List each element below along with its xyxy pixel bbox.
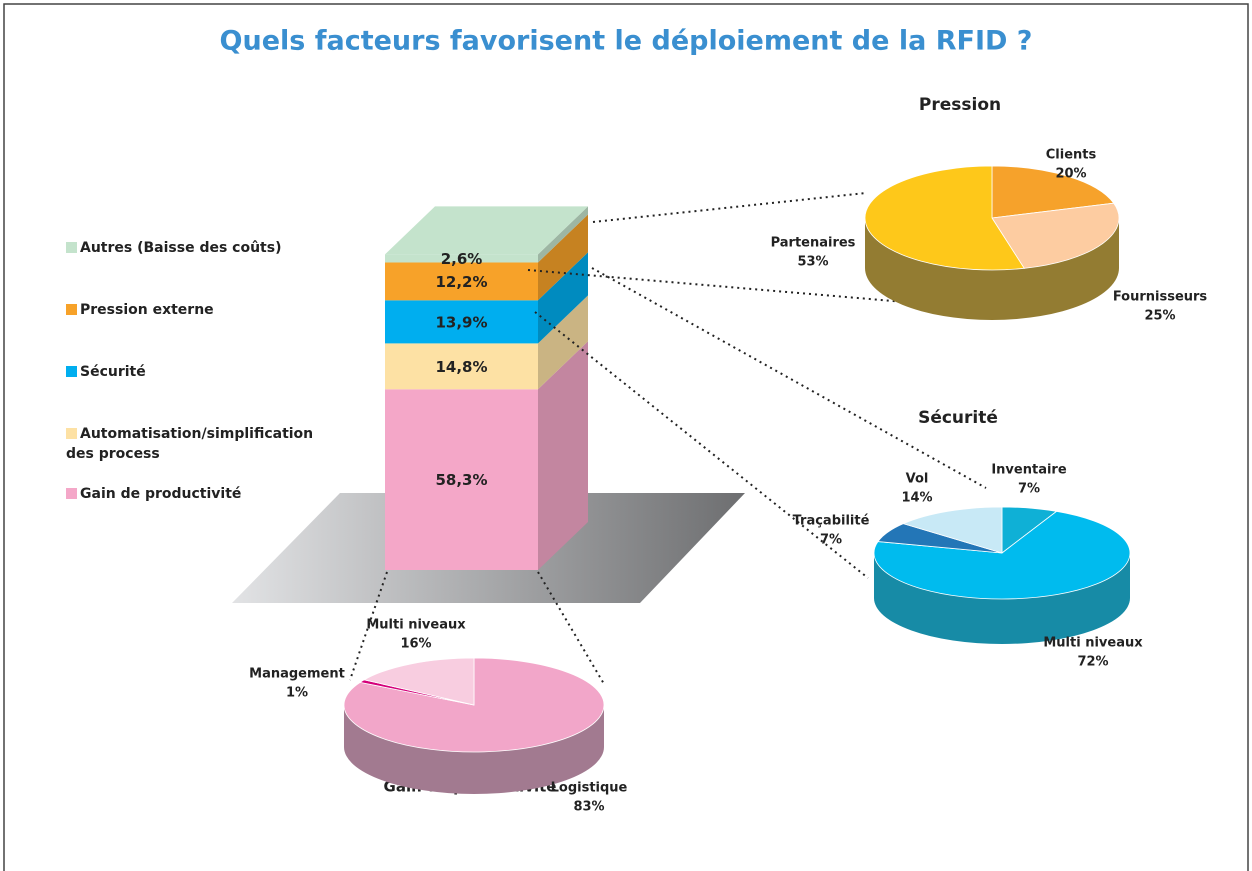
pie-value: 83% bbox=[573, 800, 604, 815]
pie-label: Multi niveaux bbox=[1043, 636, 1143, 651]
legend-label: Autres (Baisse des coûts) bbox=[80, 240, 282, 256]
bar-side bbox=[538, 341, 588, 570]
data-label: 2,6% bbox=[441, 250, 483, 268]
bar-segment bbox=[385, 343, 538, 390]
bar-segment bbox=[385, 262, 538, 301]
pie-slice bbox=[864, 165, 1025, 271]
data-label: 12,2% bbox=[435, 273, 487, 291]
pie-value: 7% bbox=[820, 533, 842, 548]
data-label: 13,9% bbox=[435, 313, 487, 331]
pie-value: 16% bbox=[400, 637, 431, 652]
legend-swatch bbox=[66, 428, 77, 439]
pie-title: Sécurité bbox=[918, 408, 998, 428]
connectors bbox=[349, 192, 987, 685]
legend-label: Gain de productivité bbox=[80, 486, 242, 502]
legend-item: Gain de productivité bbox=[66, 484, 336, 504]
pie-label: Traçabilité bbox=[793, 514, 870, 529]
pie-slice bbox=[873, 510, 1131, 600]
legend-swatch bbox=[66, 304, 77, 315]
legend-label: Sécurité bbox=[80, 364, 146, 380]
legend-label: Automatisation/simplification des proces… bbox=[66, 426, 314, 462]
chart-title: Quels facteurs favorisent le déploiement… bbox=[220, 26, 1033, 57]
pie-label: Fournisseurs bbox=[1113, 290, 1208, 305]
pie-value: 72% bbox=[1077, 655, 1108, 670]
bar-side bbox=[538, 214, 588, 301]
pie-label: Vol bbox=[906, 472, 929, 487]
legend-item: Automatisation/simplification des proces… bbox=[66, 424, 326, 464]
pie-slice bbox=[991, 202, 1120, 269]
legend-label: Pression externe bbox=[80, 302, 214, 318]
data-label: 14,8% bbox=[435, 358, 487, 376]
pie-slice bbox=[343, 657, 605, 753]
pie-slice bbox=[902, 506, 1003, 554]
frame bbox=[3, 3, 1249, 871]
pie-label: Partenaires bbox=[771, 236, 856, 251]
pie-value: 25% bbox=[1144, 309, 1175, 324]
pie-slice bbox=[363, 657, 475, 706]
data-label: 58,3% bbox=[435, 471, 487, 489]
pie-slice bbox=[991, 165, 1115, 219]
pie-value: 20% bbox=[1055, 167, 1086, 182]
bar-side bbox=[538, 295, 588, 390]
pie-value: 14% bbox=[901, 491, 932, 506]
legend-swatch bbox=[66, 366, 77, 377]
legend-item: Autres (Baisse des coûts) bbox=[66, 238, 336, 258]
bar-top bbox=[385, 206, 588, 255]
pie-side bbox=[865, 218, 1119, 320]
legend-swatch bbox=[66, 488, 77, 499]
pie-label: Inventaire bbox=[991, 463, 1066, 478]
pie-label: Management bbox=[249, 667, 345, 682]
bar-segment bbox=[385, 254, 538, 263]
pie-value: 7% bbox=[1018, 482, 1040, 497]
pie-side bbox=[344, 705, 604, 794]
pie-value: 1% bbox=[286, 686, 308, 701]
pie-value: 53% bbox=[797, 255, 828, 270]
bar-segment bbox=[385, 300, 538, 344]
bar-segment bbox=[385, 389, 538, 570]
pie-side bbox=[874, 553, 1130, 644]
legend-item: Pression externe bbox=[66, 300, 336, 320]
legend-swatch bbox=[66, 242, 77, 253]
pie-label: Clients bbox=[1046, 148, 1097, 163]
bar-side bbox=[538, 252, 588, 344]
pie-label: Logistique bbox=[551, 781, 628, 796]
legend-item: Sécurité bbox=[66, 362, 336, 382]
pie-label: Multi niveaux bbox=[366, 618, 466, 633]
bar-side bbox=[538, 206, 588, 263]
pie-title: Pression bbox=[919, 95, 1001, 115]
